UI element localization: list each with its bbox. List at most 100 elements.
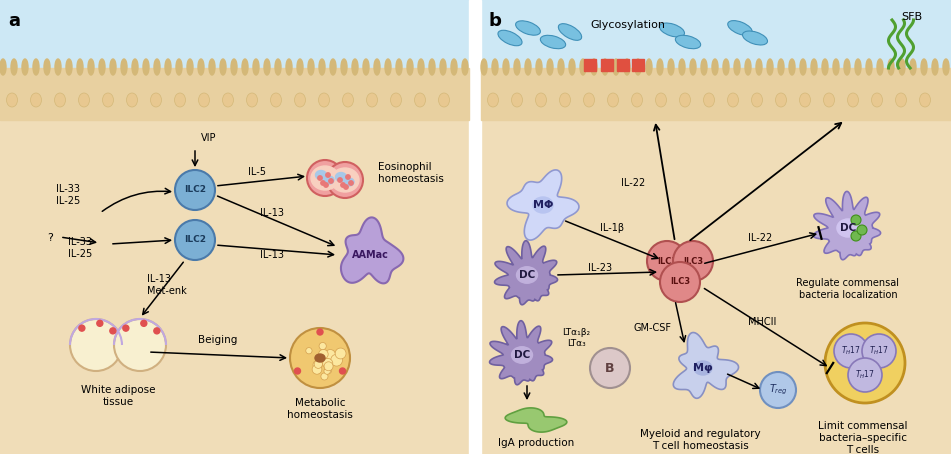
Ellipse shape xyxy=(488,93,498,107)
Text: ILC3: ILC3 xyxy=(683,257,703,266)
Circle shape xyxy=(319,350,328,359)
Circle shape xyxy=(329,179,333,183)
Ellipse shape xyxy=(547,59,553,75)
Polygon shape xyxy=(673,332,739,398)
Text: MΦ: MΦ xyxy=(533,200,553,210)
Text: IL-33
IL-25: IL-33 IL-25 xyxy=(56,184,80,206)
Ellipse shape xyxy=(728,20,752,35)
Text: IL-33
IL-25: IL-33 IL-25 xyxy=(68,237,92,259)
Ellipse shape xyxy=(270,93,281,107)
Ellipse shape xyxy=(512,347,533,363)
Ellipse shape xyxy=(77,59,83,75)
Ellipse shape xyxy=(675,35,701,49)
Text: ILC3: ILC3 xyxy=(657,257,677,266)
Circle shape xyxy=(290,328,350,388)
Ellipse shape xyxy=(775,93,786,107)
Text: b: b xyxy=(488,12,501,30)
Ellipse shape xyxy=(110,59,116,75)
Ellipse shape xyxy=(103,93,113,107)
Circle shape xyxy=(344,185,348,189)
Circle shape xyxy=(834,334,868,368)
Ellipse shape xyxy=(745,59,751,75)
Text: DC: DC xyxy=(519,270,535,280)
Circle shape xyxy=(349,181,353,185)
Ellipse shape xyxy=(756,59,762,75)
Ellipse shape xyxy=(121,59,127,75)
Circle shape xyxy=(123,325,128,331)
Circle shape xyxy=(70,319,122,371)
Ellipse shape xyxy=(324,176,334,184)
Ellipse shape xyxy=(165,59,171,75)
Ellipse shape xyxy=(704,93,714,107)
Ellipse shape xyxy=(569,59,575,75)
Ellipse shape xyxy=(154,59,160,75)
Ellipse shape xyxy=(319,59,325,75)
Ellipse shape xyxy=(246,93,258,107)
Ellipse shape xyxy=(187,59,193,75)
Circle shape xyxy=(324,367,332,374)
Circle shape xyxy=(295,368,301,374)
Ellipse shape xyxy=(837,219,859,237)
Circle shape xyxy=(306,348,312,354)
Ellipse shape xyxy=(514,59,520,75)
Ellipse shape xyxy=(150,93,162,107)
Text: IL-1β: IL-1β xyxy=(600,223,624,233)
Ellipse shape xyxy=(297,59,303,75)
Ellipse shape xyxy=(344,178,354,186)
Polygon shape xyxy=(341,217,403,283)
Circle shape xyxy=(340,183,345,187)
Ellipse shape xyxy=(679,59,685,75)
Ellipse shape xyxy=(7,93,17,107)
Ellipse shape xyxy=(415,93,425,107)
Ellipse shape xyxy=(515,21,540,35)
Text: White adipose
tissue: White adipose tissue xyxy=(81,385,155,407)
Ellipse shape xyxy=(342,93,354,107)
Circle shape xyxy=(857,225,867,235)
Ellipse shape xyxy=(659,23,685,37)
Circle shape xyxy=(317,329,323,335)
Ellipse shape xyxy=(584,93,594,107)
Ellipse shape xyxy=(920,93,930,107)
Ellipse shape xyxy=(877,59,883,75)
Circle shape xyxy=(327,162,363,198)
Ellipse shape xyxy=(778,59,784,75)
Ellipse shape xyxy=(33,59,39,75)
Ellipse shape xyxy=(624,59,630,75)
Ellipse shape xyxy=(176,59,182,75)
Text: MHCII: MHCII xyxy=(747,317,776,327)
Text: IL-13: IL-13 xyxy=(260,208,284,218)
Circle shape xyxy=(110,328,116,334)
Bar xyxy=(469,0,481,454)
Text: Metabolic
homeostasis: Metabolic homeostasis xyxy=(287,398,353,419)
Ellipse shape xyxy=(558,24,582,40)
Text: ILC2: ILC2 xyxy=(184,236,206,245)
Text: ILC3: ILC3 xyxy=(670,277,690,286)
Ellipse shape xyxy=(723,59,729,75)
Ellipse shape xyxy=(525,59,531,75)
Ellipse shape xyxy=(943,59,949,75)
Ellipse shape xyxy=(55,59,61,75)
Ellipse shape xyxy=(844,59,850,75)
Circle shape xyxy=(673,241,713,281)
Circle shape xyxy=(325,350,336,360)
Circle shape xyxy=(318,176,322,180)
Ellipse shape xyxy=(385,59,391,75)
Circle shape xyxy=(312,365,321,374)
Ellipse shape xyxy=(635,59,641,75)
Ellipse shape xyxy=(631,93,643,107)
Ellipse shape xyxy=(932,59,938,75)
Text: SFB: SFB xyxy=(902,12,922,22)
Ellipse shape xyxy=(734,59,740,75)
Text: ?: ? xyxy=(47,233,53,243)
Ellipse shape xyxy=(286,59,292,75)
Text: $T_H$17: $T_H$17 xyxy=(841,345,861,357)
Ellipse shape xyxy=(866,59,872,75)
Circle shape xyxy=(324,362,333,371)
Circle shape xyxy=(825,323,905,403)
Text: $T_{reg}$: $T_{reg}$ xyxy=(768,383,787,397)
Text: Eosinophil
homeostasis: Eosinophil homeostasis xyxy=(378,162,444,184)
Circle shape xyxy=(851,215,861,225)
Ellipse shape xyxy=(498,30,522,46)
Ellipse shape xyxy=(308,59,314,75)
Ellipse shape xyxy=(824,93,834,107)
